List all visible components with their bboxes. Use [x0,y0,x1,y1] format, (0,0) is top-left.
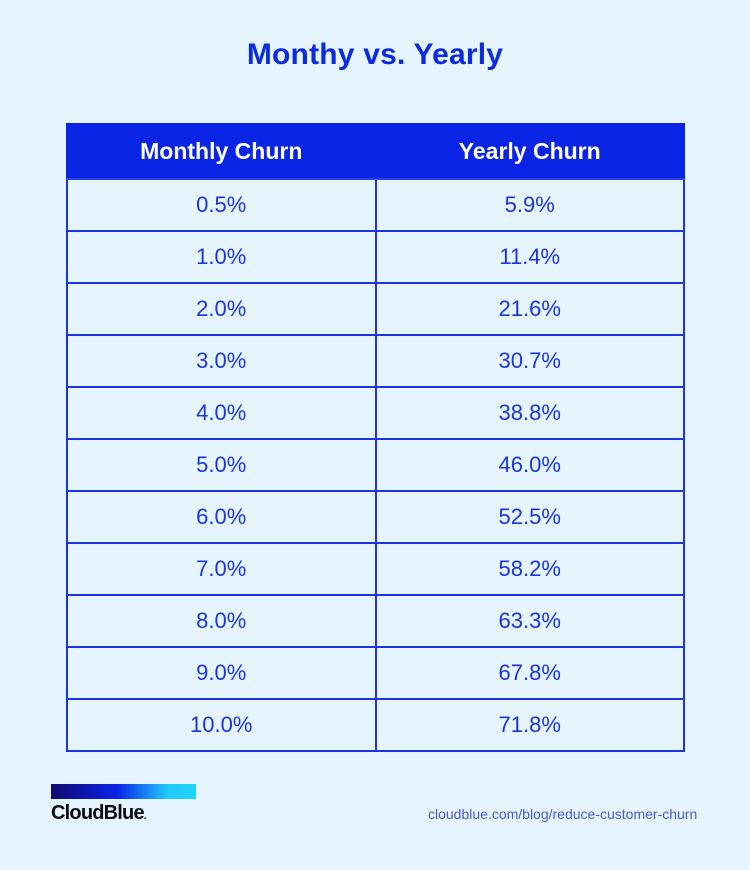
yearly-cell: 46.0% [374,438,685,492]
monthly-cell: 5.0% [66,438,377,492]
yearly-cell: 38.8% [374,386,685,440]
yearly-cell: 71.8% [374,698,685,752]
yearly-cell: 52.5% [374,490,685,544]
table-row: 3.0% 30.7% [66,334,685,388]
table-row: 2.0% 21.6% [66,282,685,336]
source-url: cloudblue.com/blog/reduce-customer-churn [428,806,698,822]
brand-logo: CloudBlue. [51,802,147,825]
churn-table: Monthly Churn Yearly Churn 0.5% 5.9% 1.0%… [66,123,685,752]
header-yearly-churn: Yearly Churn [374,123,685,180]
brand-dot: . [143,811,147,822]
header-monthly-churn: Monthly Churn [66,123,377,180]
yearly-cell: 58.2% [374,542,685,596]
table-row: 5.0% 46.0% [66,438,685,492]
yearly-cell: 21.6% [374,282,685,336]
table-row: 8.0% 63.3% [66,594,685,648]
yearly-cell: 63.3% [374,594,685,648]
table-header-row: Monthly Churn Yearly Churn [66,123,685,180]
monthly-cell: 8.0% [66,594,377,648]
monthly-cell: 7.0% [66,542,377,596]
monthly-cell: 2.0% [66,282,377,336]
table-row: 0.5% 5.9% [66,178,685,232]
yearly-cell: 5.9% [374,178,685,232]
monthly-cell: 1.0% [66,230,377,284]
table-row: 9.0% 67.8% [66,646,685,700]
monthly-cell: 3.0% [66,334,377,388]
yearly-cell: 11.4% [374,230,685,284]
monthly-cell: 0.5% [66,178,377,232]
table-row: 1.0% 11.4% [66,230,685,284]
yearly-cell: 30.7% [374,334,685,388]
monthly-cell: 6.0% [66,490,377,544]
brand-name-text: CloudBlue [51,802,145,824]
table-row: 7.0% 58.2% [66,542,685,596]
table-row: 6.0% 52.5% [66,490,685,544]
brand-gradient-bar [51,784,196,799]
table-row: 4.0% 38.8% [66,386,685,440]
yearly-cell: 67.8% [374,646,685,700]
monthly-cell: 10.0% [66,698,377,752]
page-title: Monthy vs. Yearly [246,38,504,71]
monthly-cell: 4.0% [66,386,377,440]
monthly-cell: 9.0% [66,646,377,700]
table-row: 10.0% 71.8% [66,698,685,752]
